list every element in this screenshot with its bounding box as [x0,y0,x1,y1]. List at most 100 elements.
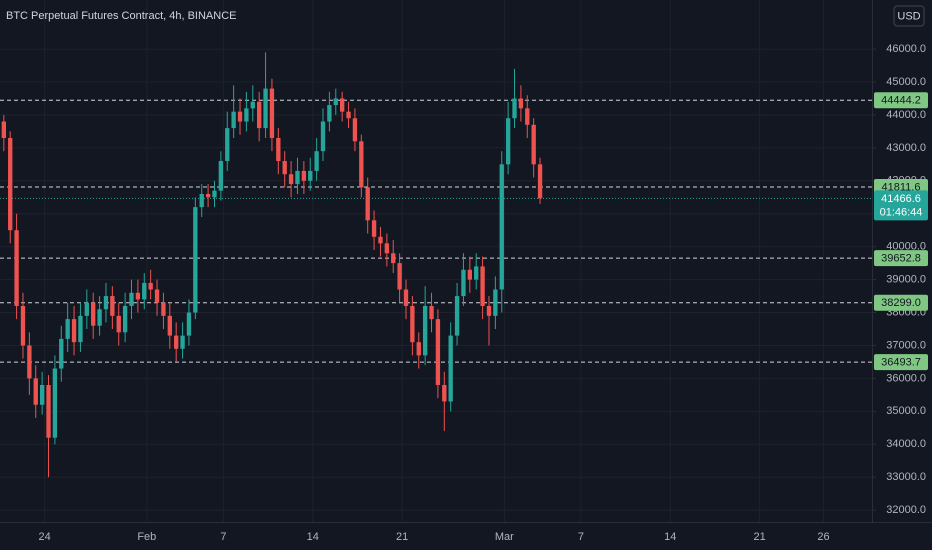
candle-body [84,302,89,316]
level-label: 36493.7 [881,357,921,369]
candle-body [212,190,217,198]
level-label-bg [874,250,928,267]
candle-body [448,335,453,402]
level-label: 39652.8 [881,253,921,265]
candle-body [199,193,204,208]
candle-body [410,305,415,343]
candle-body [397,263,402,290]
candle-body [257,101,262,129]
x-tick-label: 14 [307,531,319,543]
candle-body [371,220,377,237]
candle-body [454,296,460,336]
candle-body [314,151,319,171]
candle-body [320,121,326,152]
candle-body [186,312,192,336]
candle-body [474,266,479,280]
candle-body [218,161,224,191]
candle-body [442,384,447,402]
x-tick-label: Feb [137,531,156,543]
candle-body [365,187,370,221]
candle-body [148,282,153,290]
candle-body [59,338,64,369]
x-tick-label: 21 [754,531,766,543]
y-tick-label: 33000.0 [886,471,926,483]
x-tick-label: 7 [220,531,226,543]
level-label-bg [874,354,928,371]
y-tick-label: 40000.0 [886,241,926,253]
candle-body [416,342,421,356]
candle-body [52,368,58,438]
candle-body [537,164,543,199]
candle-body [78,315,83,343]
candle-body [403,289,409,306]
candle-body [97,309,102,326]
chart-title: BTC Perpetual Futures Contract, 4h, BINA… [6,10,236,22]
candle-body [531,124,536,165]
candle-body [276,137,281,162]
y-tick-label: 34000.0 [886,438,926,450]
candle-body [269,88,275,138]
candle-body [435,319,441,385]
candle-body [46,384,51,438]
candle-body [116,315,121,333]
candle-body [467,269,473,280]
candle-body [33,378,38,405]
candle-body [193,207,198,313]
y-tick-label: 45000.0 [886,76,926,88]
candle-body [142,282,147,300]
candle-body [480,266,485,306]
candle-body [263,88,268,129]
candle-body [39,384,45,405]
candle-body [14,230,19,306]
current-price-label: 41466.6 [881,193,921,205]
candle-body [91,302,96,326]
candle-body [174,335,179,349]
candle-body [282,161,287,175]
candle-body [288,174,294,185]
candle-body [20,305,26,346]
candle-body [359,141,364,188]
currency-label[interactable]: USD [897,10,920,22]
candle-body [499,164,504,290]
candle-body [250,101,255,109]
candle-body [505,118,511,165]
candle-body [135,292,141,300]
y-tick-label: 44000.0 [886,109,926,121]
candle-body [71,319,77,343]
candle-body [461,269,466,297]
candle-body [391,253,396,264]
candle-body [237,111,243,122]
candle-body [333,98,338,106]
x-tick-label: 7 [578,531,584,543]
currency-button[interactable] [893,5,925,27]
candle-body [205,193,211,198]
y-tick-label: 37000.0 [886,339,926,351]
x-tick-label: Mar [495,531,514,543]
candle-body [161,302,166,316]
candle-body [295,170,300,185]
level-label: 44444.2 [881,95,921,107]
y-tick-label: 35000.0 [886,405,926,417]
y-tick-label: 43000.0 [886,142,926,154]
level-label-bg [874,92,928,109]
y-tick-label: 32000.0 [886,504,926,516]
candle-body [422,305,428,356]
candle-body [103,296,109,310]
candle-body [129,292,134,306]
y-tick-label: 46000.0 [886,43,926,55]
candle-body [512,98,517,119]
level-label-bg [874,294,928,311]
candle-body [8,137,13,231]
candle-body [339,98,345,112]
candle-body [327,105,332,122]
candle-body [225,128,230,162]
candle-body [346,111,351,119]
candle-body [167,315,172,336]
candle-body [301,170,307,181]
candle-body [154,289,160,303]
x-tick-label: 26 [817,531,829,543]
candle-body [493,289,498,316]
candle-body [110,296,115,316]
y-tick-label: 39000.0 [886,274,926,286]
